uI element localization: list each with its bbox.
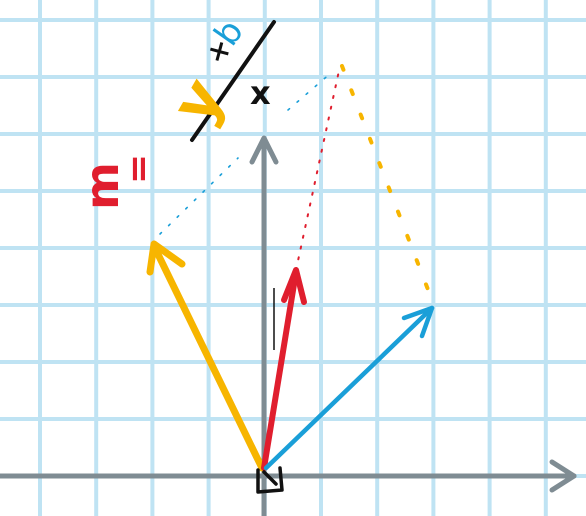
guide-blue-top (287, 71, 333, 111)
right-angle-marker (256, 466, 284, 494)
label-m: m (75, 162, 129, 210)
vector-red (261, 269, 299, 471)
vector-yellow (150, 242, 266, 472)
vector-yellow-arrowhead (146, 240, 186, 276)
vector-blue (263, 305, 435, 471)
x-axis-arrowhead (549, 459, 577, 493)
vectors (146, 240, 435, 472)
small-marks (256, 288, 284, 494)
vector-blue-arrowhead (401, 305, 435, 339)
dotted-guides (159, 64, 434, 302)
fraction-slash (190, 20, 276, 142)
label-x: x (250, 74, 271, 112)
guide-blue-left (159, 157, 239, 235)
handwritten-equation: m = y × x b (75, 13, 276, 210)
y-axis-arrowhead (249, 135, 279, 165)
vector-red-arrowhead (281, 267, 307, 305)
label-equals: = (118, 154, 159, 184)
guide-red (295, 65, 341, 271)
guide-yellow (340, 64, 434, 302)
